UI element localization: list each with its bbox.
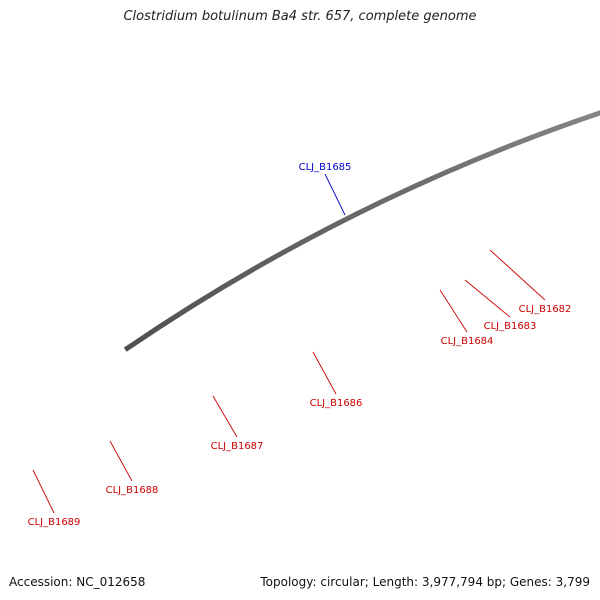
- gene-leader-line: [109, 440, 133, 482]
- gene-leader-line: [32, 469, 55, 514]
- gene-label[interactable]: CLJ_B1687: [211, 441, 264, 452]
- gene-label[interactable]: CLJ_B1686: [310, 398, 363, 409]
- gene-leader-line: [464, 279, 511, 318]
- gene-label[interactable]: CLJ_B1684: [441, 336, 494, 347]
- gene-leader-line: [439, 289, 468, 333]
- page-title: Clostridium botulinum Ba4 str. 657, comp…: [123, 9, 477, 24]
- gene-leader-line: [212, 395, 238, 438]
- accession-text: Accession: NC_012658: [9, 575, 146, 589]
- gene-leader-line: [489, 249, 546, 301]
- gene-label[interactable]: CLJ_B1685: [299, 162, 352, 173]
- gene-leader-line: [312, 351, 337, 395]
- gene-label[interactable]: CLJ_B1682: [519, 304, 572, 315]
- gene-leader-line: [324, 173, 346, 216]
- genome-stats-text: Topology: circular; Length: 3,977,794 bp…: [260, 575, 590, 589]
- gene-label[interactable]: CLJ_B1688: [106, 485, 159, 496]
- gene-label[interactable]: CLJ_B1683: [484, 321, 537, 332]
- genome-backbone: [123, 110, 600, 352]
- gene-label[interactable]: CLJ_B1689: [28, 517, 81, 528]
